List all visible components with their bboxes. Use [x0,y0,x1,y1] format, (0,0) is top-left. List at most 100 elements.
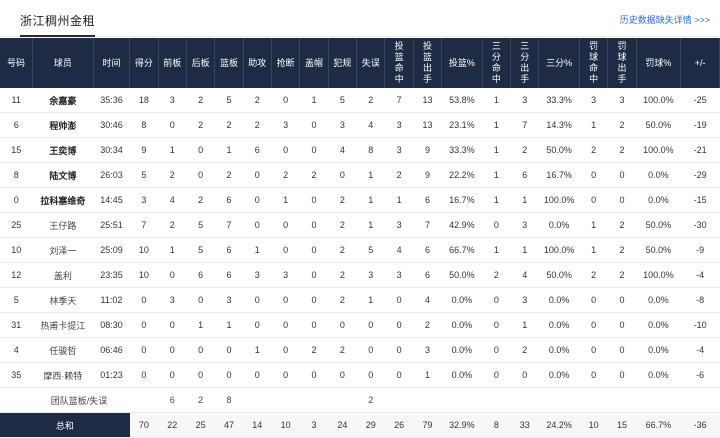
player-name[interactable]: 盖利 [32,262,94,288]
column-header[interactable]: 得分 [129,38,159,88]
column-header[interactable]: +/- [680,38,720,88]
stat-cell: 2 [607,112,637,138]
stat-cell: 8 [214,387,244,413]
stat-cell: 50.0% [538,137,580,163]
column-header[interactable]: 三分% [538,38,580,88]
stat-cell [243,387,272,413]
stat-cell: 1 [413,362,442,388]
stat-cell: 0.0% [538,312,580,338]
stat-cell: 14:45 [93,187,130,213]
stat-cell: -6 [680,362,720,388]
player-name[interactable]: 王仔路 [32,212,94,238]
stat-cell: 2 [271,162,300,188]
column-header[interactable]: 三分出手 [510,38,540,88]
player-name[interactable]: 刘泽一 [32,237,94,263]
history-missing-link[interactable]: 历史数据缺失详情 >>> [619,15,710,25]
column-header[interactable]: 罚球% [636,38,682,88]
stat-cell: 2 [328,287,357,313]
stat-cell: -15 [680,187,720,213]
column-header[interactable]: 罚球出手 [607,38,637,88]
stat-cell: 3 [510,212,539,238]
stat-cell: 0 [482,212,511,238]
stat-cell: 0 [271,312,300,338]
stat-cell: 6 [243,137,272,163]
column-header[interactable]: 投篮命中 [384,38,414,88]
stat-cell: 0 [214,337,244,363]
stat-cell: -29 [680,162,720,188]
stat-cell: 100.0% [636,262,681,288]
stat-cell: 47 [214,412,244,438]
stat-cell: 0 [186,162,215,188]
stat-cell: 70 [129,412,159,438]
stat-cell [328,387,357,413]
column-header[interactable]: 投篮% [441,38,483,88]
stat-cell: 30:46 [93,112,130,138]
column-header[interactable]: 篮板 [214,38,244,88]
stat-cell: 0 [356,362,385,388]
player-name[interactable]: 陆文博 [32,162,94,188]
stat-cell: 2 [510,137,539,163]
stat-cell: 0 [579,187,608,213]
stat-cell [441,387,483,413]
column-header[interactable]: 犯规 [328,38,358,88]
team-tab[interactable]: 浙江稠州金租 [20,12,96,37]
stat-cell: 0 [510,362,539,388]
stat-cell: 0 [129,362,159,388]
stat-cell: 0 [299,262,329,288]
player-name[interactable]: 摩西·赖特 [32,362,94,388]
column-header[interactable]: 后板 [186,38,216,88]
stat-cell: 0 [482,312,511,338]
stat-cell: 2 [607,262,637,288]
stat-cell: 0.0% [441,312,483,338]
player-name[interactable]: 热甫卡提江 [32,312,94,338]
stat-cell: 4 [413,287,442,313]
column-header[interactable]: 投篮出手 [413,38,443,88]
player-name[interactable]: 任骏哲 [32,337,94,363]
stat-cell: 3 [413,337,442,363]
player-name[interactable]: 程帅澎 [32,112,94,138]
column-header[interactable]: 失误 [356,38,386,88]
column-header[interactable]: 球员 [32,38,94,88]
stat-cell: 1 [579,112,608,138]
stat-cell: 10 [579,412,608,438]
stat-cell: 2 [356,88,385,113]
player-name[interactable]: 王奕博 [32,137,94,163]
stat-cell: 10 [129,237,159,263]
stat-cell: 3 [158,287,187,313]
column-header[interactable]: 三分命中 [482,38,512,88]
stat-cell: 2 [328,237,357,263]
stat-cell [636,387,681,413]
totals-label: 总和 [0,412,130,438]
column-header[interactable]: 助攻 [243,38,272,88]
stat-cell: 3 [356,262,385,288]
stat-cell: 3 [271,262,300,288]
column-header[interactable]: 罚球命中 [579,38,609,88]
column-header[interactable]: 前板 [158,38,187,88]
stat-cell [607,387,637,413]
stat-cell: 2 [299,337,329,363]
stat-cell: 6 [186,262,215,288]
stat-cell: 13 [413,88,442,113]
stat-cell: 7 [129,212,159,238]
stat-cell: 42.9% [441,212,483,238]
stat-cell [680,387,720,413]
column-header[interactable]: 抢断 [271,38,301,88]
column-header[interactable]: 号码 [0,38,33,88]
column-header[interactable]: 盖帽 [299,38,329,88]
player-name[interactable]: 余嘉豪 [32,88,94,113]
stat-cell: 100.0% [636,88,681,113]
column-header[interactable]: 时间 [93,38,131,88]
stat-cell: 0 [384,287,414,313]
stat-cell: 2 [607,237,637,263]
stat-cell: 3 [607,88,637,113]
stat-cell: -36 [680,412,720,438]
player-name[interactable]: 林季天 [32,287,94,313]
stat-cell: 10 [0,237,33,263]
stat-cell: 32.9% [441,412,483,438]
stat-cell: -8 [680,287,720,313]
stat-cell: -21 [680,137,720,163]
stat-cell: 100.0% [636,137,681,163]
player-name[interactable]: 拉科塞维奇 [32,187,94,213]
stat-cell: 0.0% [441,362,483,388]
stat-cell: 11 [0,88,33,113]
